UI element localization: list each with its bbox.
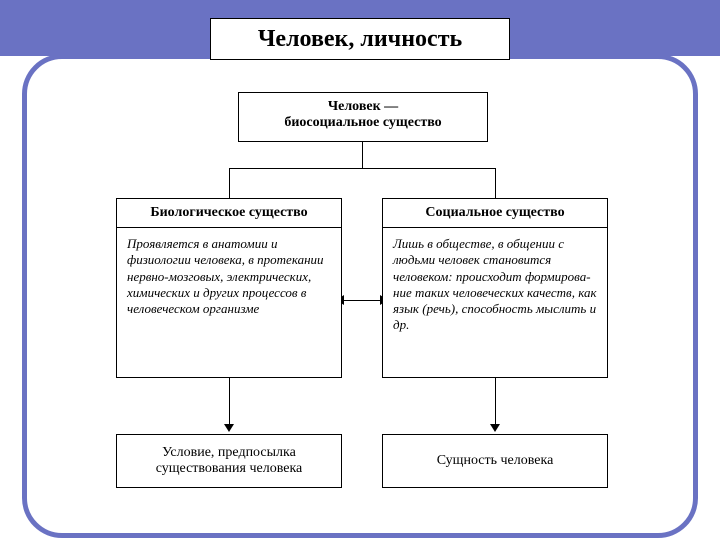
node-bottom-left: Условие, предпосылка существования челов… [116,434,342,488]
node-right-body: Лишь в обществе, в обще­нии с людьми чел… [383,228,607,342]
title-box: Человек, личность [210,18,510,60]
bottom-right-text: Сущность человека [437,453,554,468]
node-bottom-right: Сущность человека [382,434,608,488]
root-line2: биосоциальное существо [284,115,441,130]
node-root: Человек — биосоциальное существо [238,92,488,142]
title-text: Человек, личность [258,26,462,52]
node-left-heading: Биологическое существо [117,199,341,227]
edge-lr-line [342,300,382,301]
edge-right-down [495,378,496,426]
title-banner: Человек, личность [0,0,720,56]
edge-root-stem [362,142,363,168]
node-left: Биологическое существо Проявляется в ана… [116,198,342,378]
bottom-left-line1: Условие, предпосылка [162,445,296,460]
edge-root-right [495,168,496,198]
edge-root-left [229,168,230,198]
edge-right-down-head [490,424,500,432]
bottom-left-line2: существования человека [156,461,303,476]
root-line1: Человек — [328,99,398,114]
node-root-text: Человек — биосоциальное существо [239,93,487,137]
edge-root-hbar [229,168,496,169]
node-right: Социальное существо Лишь в обществе, в о… [382,198,608,378]
edge-left-down [229,378,230,426]
node-right-heading: Социальное существо [383,199,607,227]
node-left-body: Проявляется в анато­мии и физиологии чел… [117,228,341,325]
edge-left-down-head [224,424,234,432]
